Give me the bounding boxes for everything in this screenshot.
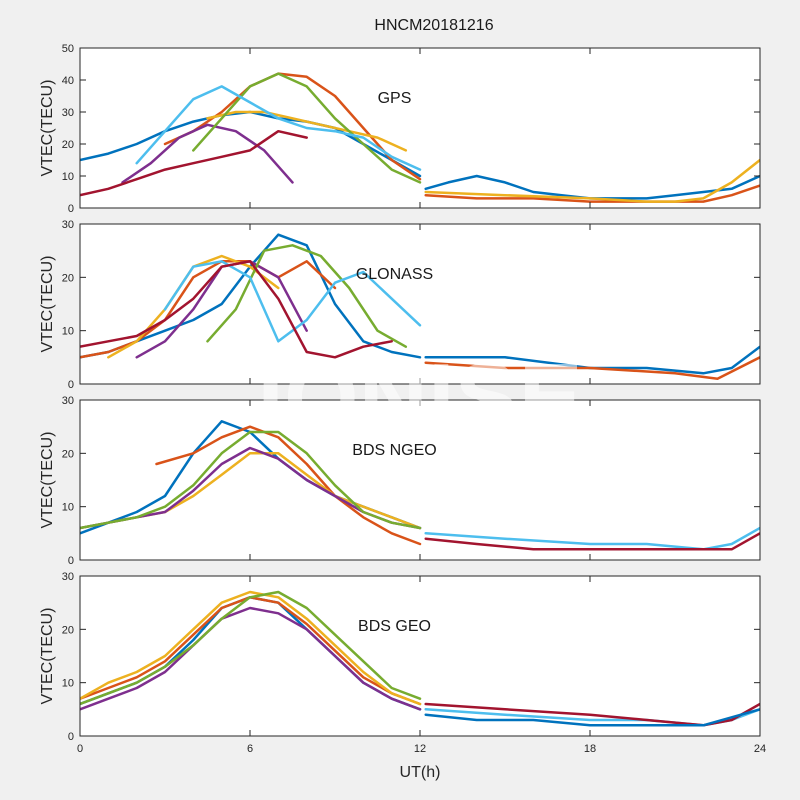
panel-2-annotation: GLONASS <box>356 266 433 283</box>
panel-2-series-line <box>80 260 393 359</box>
panel-4-annotation: BDS GEO <box>358 618 431 635</box>
panel-2-series-line <box>424 356 760 380</box>
panel-4-xtick-label: 24 <box>754 743 766 755</box>
panel-2-series-line <box>206 244 408 348</box>
panel-1-ytick-label: 30 <box>62 107 74 119</box>
panel-4: 0 10 20 30 0 6 12 18 24 VTEC(TECU) BDS GEO UT(h) <box>39 571 766 781</box>
panel-2-series-line <box>80 260 337 359</box>
panel-3-ytick-label: 20 <box>62 448 74 460</box>
panel-3-ytick-label: 10 <box>62 502 74 514</box>
panel-4-series-line <box>80 590 422 706</box>
panel-3-ylabel: VTEC(TECU) <box>39 432 56 529</box>
panel-2-ytick-label: 20 <box>62 272 74 284</box>
panel-1-ytick-label: 20 <box>62 139 74 151</box>
panel-3-series-group <box>80 420 760 551</box>
panel-3-ytick-label: 30 <box>62 395 74 407</box>
watermark: IONISE <box>257 344 582 451</box>
panel-4-xtick-label: 18 <box>584 743 596 755</box>
panel-1-ytick-label: 50 <box>62 43 74 55</box>
panel-2-ytick-label: 10 <box>62 326 74 338</box>
panel-1-series-group <box>80 72 760 203</box>
panel-4-ytick-label: 30 <box>62 571 74 583</box>
panel-1-series-line <box>163 72 422 181</box>
panel-1-series-line <box>424 158 760 203</box>
panel-1-series-line <box>206 110 408 152</box>
panel-4-ytick-label: 10 <box>62 678 74 690</box>
panel-3-series-line <box>155 425 422 546</box>
panel-1-series-line <box>192 72 422 184</box>
panel-2-ylabel: VTEC(TECU) <box>39 256 56 353</box>
panel-1-plot-area <box>80 48 760 208</box>
panel-3: 0 10 20 30 VTEC(TECU) BDS NGEO <box>39 395 761 567</box>
panel-3-plot-area <box>80 400 760 560</box>
panel-2-series-line <box>424 345 760 375</box>
panel-4-xtick-label: 12 <box>414 743 426 755</box>
panel-4-series-line <box>424 708 760 727</box>
panel-4-xlabel: UT(h) <box>400 764 441 781</box>
panel-1-annotation: GPS <box>378 90 412 107</box>
panel-2-ytick-label: 30 <box>62 219 74 231</box>
panel-4-series-group <box>80 590 760 727</box>
panel-2-series-line <box>163 260 422 343</box>
panel-1-ytick-label: 40 <box>62 75 74 87</box>
panel-3-series-line <box>80 430 422 530</box>
panel-4-series-line <box>80 590 422 706</box>
panel-1-series-line <box>121 123 294 184</box>
panel-1: 0 10 20 30 40 50 VTEC(TECU) GPS <box>39 43 761 215</box>
panel-4-ylabel: VTEC(TECU) <box>39 608 56 705</box>
panel-4-ytick-label: 20 <box>62 624 74 636</box>
panel-1-ytick-label: 10 <box>62 171 74 183</box>
panel-4-series-line <box>80 606 422 711</box>
panel-4-xtick-label: 6 <box>247 743 253 755</box>
panel-4-series-line <box>424 702 760 727</box>
panel-1-ytick-label: 0 <box>68 203 74 215</box>
panel-1-series-line <box>135 85 422 171</box>
panel-3-series-line <box>424 532 760 551</box>
panel-1-series-line <box>80 129 308 197</box>
panel-4-ytick-label: 0 <box>68 731 74 743</box>
panel-2-ytick-label: 0 <box>68 379 74 391</box>
panel-2: 0 10 20 30 VTEC(TECU) GLONASS <box>39 219 761 391</box>
panel-3-annotation: BDS NGEO <box>352 442 436 459</box>
panel-2-series-group <box>80 233 760 380</box>
panel-1-ylabel: VTEC(TECU) <box>39 80 56 177</box>
panel-4-xtick-label: 0 <box>77 743 83 755</box>
panel-3-series-line <box>424 526 760 551</box>
panel-1-series-line <box>424 184 760 203</box>
figure-title: HNCM20181216 <box>374 17 493 34</box>
panel-3-ytick-label: 0 <box>68 555 74 567</box>
